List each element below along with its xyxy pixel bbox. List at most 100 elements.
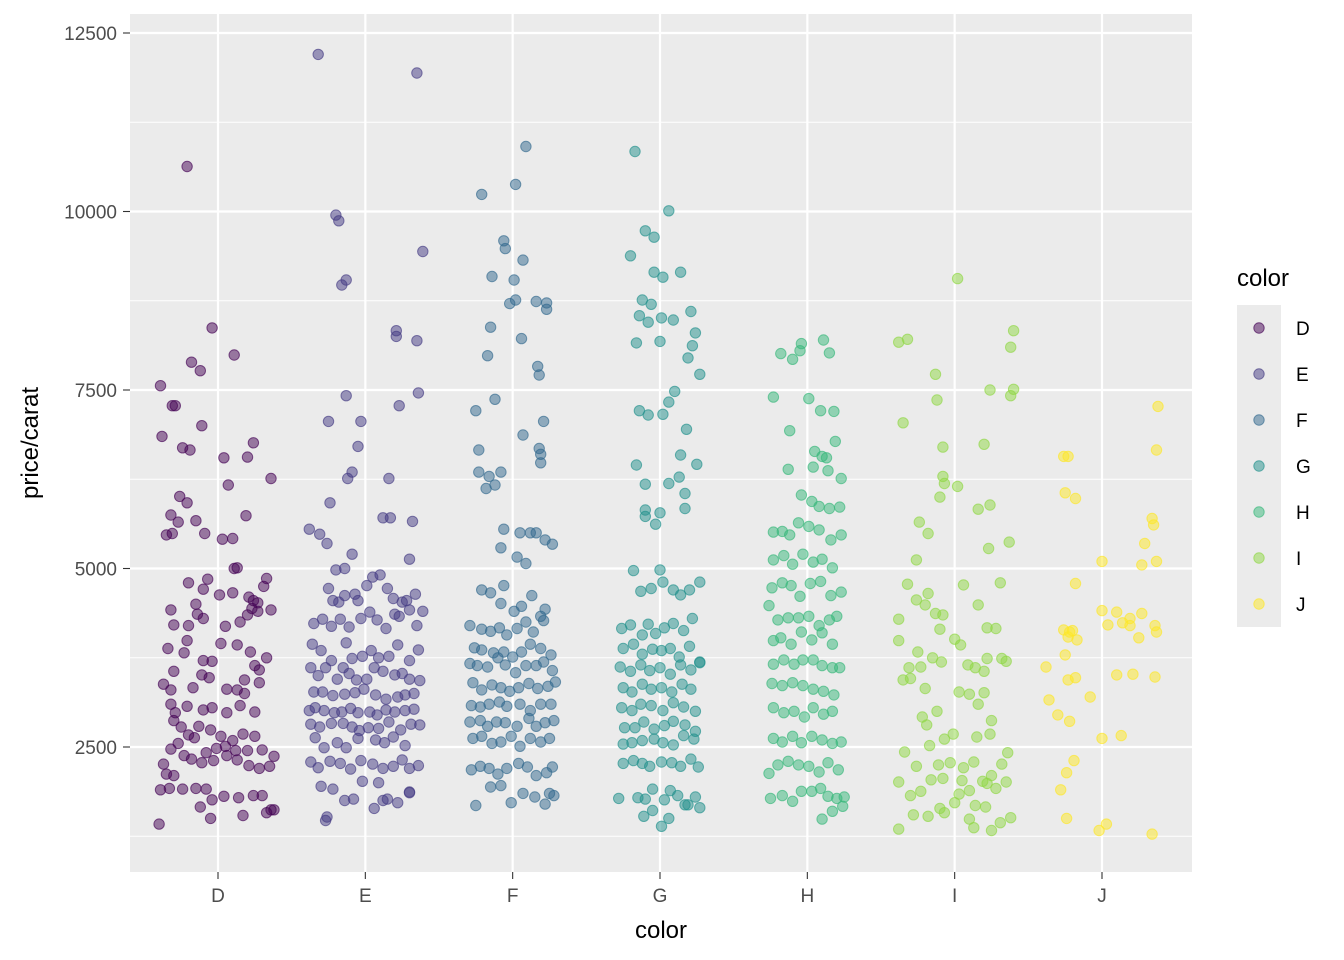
data-point-G [679,502,691,515]
data-point-G [682,352,694,364]
data-point-H [806,730,818,742]
data-point-H [823,502,836,515]
data-point-G [685,753,697,765]
legend-label-I: I [1296,549,1301,570]
data-point-G [616,702,628,714]
data-point-F [509,294,522,306]
data-point-D [204,812,217,825]
data-point-F [499,717,511,729]
data-point-H [807,683,819,695]
y-axis-title: price/carat [17,387,44,499]
data-point-F [486,270,498,283]
data-point-I [953,788,965,800]
data-point-G [664,668,676,680]
data-point-I [934,623,946,635]
legend-label-E: E [1296,365,1309,386]
data-point-I [990,782,1002,795]
data-point-I [1005,341,1017,353]
data-point-F [526,589,538,602]
data-point-I [931,394,943,406]
legend-key-D [1253,322,1265,334]
data-point-J [1069,577,1082,590]
data-point-F [515,646,528,658]
data-point-J [1055,784,1067,796]
data-point-E [350,674,363,686]
data-point-E [409,588,422,600]
data-point-E [343,667,355,680]
data-point-I [910,594,923,606]
data-point-H [764,792,777,805]
data-point-I [972,698,984,710]
data-point-G [626,704,638,717]
data-point-G [639,504,651,516]
data-point-H [763,599,775,612]
data-point-I [932,759,945,771]
data-point-G [618,722,631,734]
data-point-I [922,587,934,600]
legend-key-J [1253,598,1265,610]
data-point-E [403,604,416,616]
data-point-J [1139,537,1151,550]
data-point-H [803,760,815,772]
data-point-D [249,659,261,672]
data-point-E [309,732,321,744]
data-point-G [680,423,693,435]
data-point-E [369,689,382,701]
data-point-E [331,673,343,685]
data-point-G [663,396,675,408]
data-point-D [268,750,280,762]
data-point-G [655,682,668,694]
data-point-F [545,698,557,710]
data-point-G [688,733,700,745]
data-point-F [512,682,525,694]
data-point-E [368,802,380,815]
data-point-H [826,705,839,717]
data-point-F [548,714,560,727]
data-point-E [340,637,352,649]
data-point-H [795,737,808,749]
data-point-D [238,674,251,686]
data-point-G [639,478,651,490]
data-point-F [515,332,528,345]
data-point-F [498,523,510,535]
data-point-D [194,365,207,377]
data-point-H [813,766,825,778]
data-point-D [234,699,246,712]
data-point-I [990,622,1002,635]
data-point-D [176,783,189,795]
data-point-F [535,457,547,469]
data-point-G [689,327,702,339]
data-point-F [464,619,476,632]
data-point-F [530,769,542,782]
data-point-I [984,384,996,396]
data-point-H [835,586,847,598]
data-point-H [798,711,811,723]
data-point-H [797,679,809,692]
data-point-H [835,529,847,541]
data-point-E [318,704,330,717]
legend: color D E F G H I J [1237,265,1311,627]
data-point-E [346,652,358,665]
data-point-G [689,791,702,803]
data-point-I [963,688,976,700]
data-point-D [241,451,254,463]
data-point-I [1007,325,1020,337]
data-point-H [776,789,788,802]
data-point-E [358,683,370,695]
data-point-H [826,805,839,817]
data-point-G [635,659,647,671]
data-point-H [816,659,828,672]
data-point-D [237,809,249,822]
data-point-H [829,435,841,448]
data-point-G [649,518,662,530]
data-point-E [312,48,324,61]
data-point-J [1133,632,1145,644]
data-point-H [792,517,805,529]
legend-title: color [1237,265,1289,292]
data-point-H [817,685,830,697]
data-point-G [654,507,666,519]
data-point-H [822,465,834,477]
data-point-I [1000,655,1012,667]
data-point-G [627,564,640,577]
data-point-F [501,762,513,775]
